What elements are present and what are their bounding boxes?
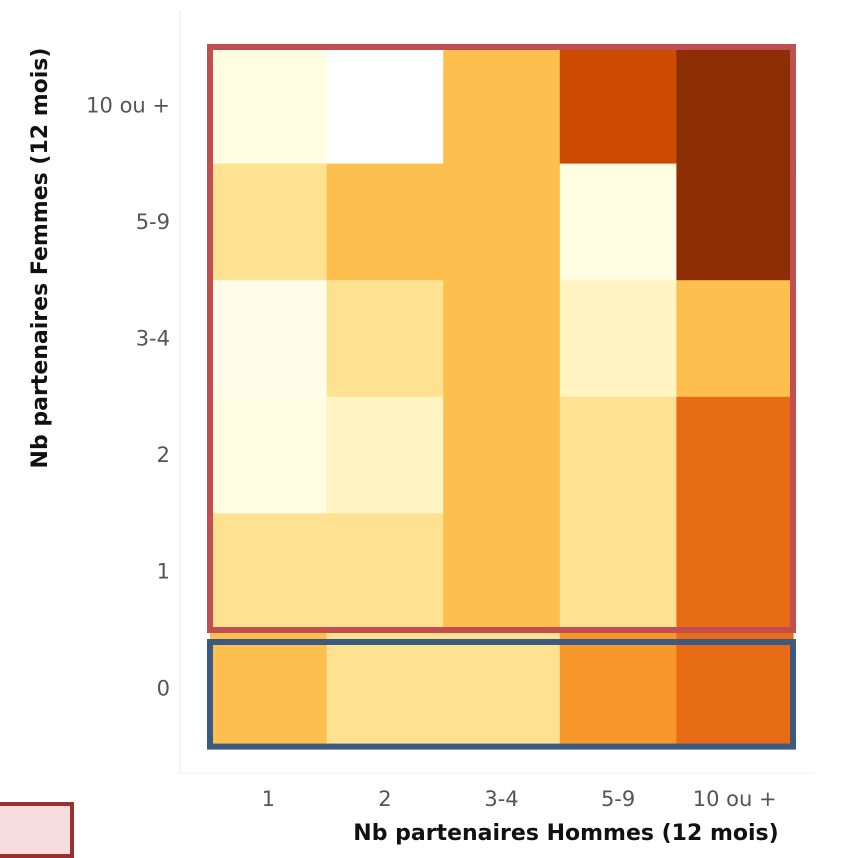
heatmap-cell	[443, 280, 561, 398]
highlight-box-bottom-row	[207, 639, 796, 750]
y-tick-label: 2	[157, 443, 170, 467]
heatmap-cell	[676, 47, 794, 165]
heatmap-cell	[210, 163, 328, 281]
heatmap-cell	[676, 163, 794, 281]
heatmap-cell	[443, 163, 561, 281]
y-tick-labels: 10 ou + 5-9 3-4 2 1 0	[86, 93, 170, 700]
y-tick-label: 10 ou +	[86, 93, 170, 117]
x-tick-label: 2	[378, 787, 391, 811]
heatmap-cell	[443, 396, 561, 514]
highlight-box-upper	[207, 44, 796, 633]
heatmap-cell	[559, 396, 677, 514]
x-tick-label: 10 ou +	[693, 787, 777, 811]
x-tick-label: 5-9	[601, 787, 635, 811]
x-tick-labels: 1 2 3-4 5-9 10 ou +	[262, 787, 777, 811]
heatmap-cell	[210, 280, 328, 398]
heatmap-cell	[676, 396, 794, 514]
heatmap-cell	[559, 163, 677, 281]
x-axis-label: Nb partenaires Hommes (12 mois)	[353, 821, 778, 846]
heatmap-cell	[676, 513, 794, 631]
heatmap-cell	[676, 630, 794, 748]
heatmap-cell	[210, 630, 328, 748]
heatmap-cell	[443, 47, 561, 165]
y-tick-label: 5-9	[136, 210, 170, 234]
heatmap-cell	[326, 47, 444, 165]
heatmap-cell	[559, 513, 677, 631]
heatmap-cell	[326, 513, 444, 631]
heatmap-cell	[559, 280, 677, 398]
highlight-boxes	[207, 44, 796, 750]
x-tick-label: 1	[262, 787, 275, 811]
y-tick-label: 1	[157, 560, 170, 584]
legend-swatch	[0, 802, 74, 858]
heatmap-cell	[326, 163, 444, 281]
x-tick-label: 3-4	[484, 787, 518, 811]
heatmap-cell	[326, 396, 444, 514]
heatmap-cell	[326, 280, 444, 398]
heatmap-cell	[443, 513, 561, 631]
y-tick-label: 0	[157, 676, 170, 700]
heatmap-cells	[210, 47, 794, 748]
heatmap-cell	[559, 630, 677, 748]
heatmap-cell	[326, 630, 444, 748]
heatmap-cell	[676, 280, 794, 398]
heatmap-cell	[210, 396, 328, 514]
heatmap-cell	[210, 513, 328, 631]
heatmap-cell	[559, 47, 677, 165]
y-tick-label: 3-4	[136, 327, 170, 351]
y-axis-label: Nb partenaires Femmes (12 mois)	[28, 48, 53, 469]
heatmap-cell	[443, 630, 561, 748]
heatmap-cell	[210, 47, 328, 165]
